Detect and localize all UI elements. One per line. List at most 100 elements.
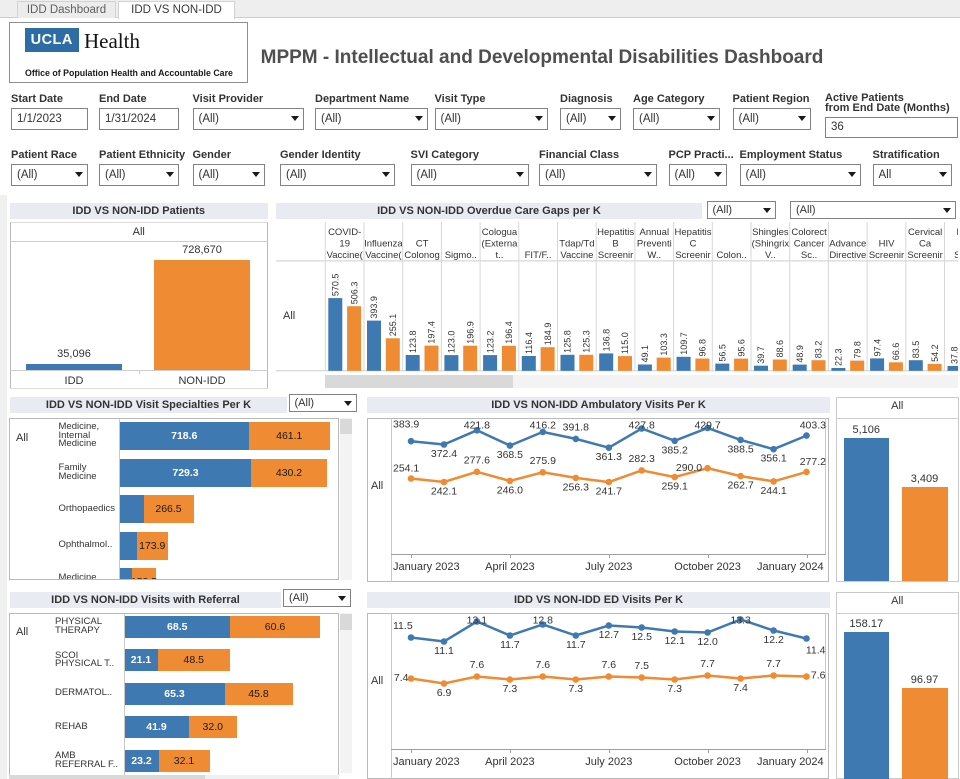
svg-text:7.3: 7.3 <box>503 683 518 695</box>
svg-text:136.8: 136.8 <box>601 329 611 352</box>
svg-text:246.0: 246.0 <box>497 484 523 496</box>
svg-text:242.1: 242.1 <box>431 485 457 497</box>
svg-text:Vaccine(: Vaccine( <box>327 250 364 261</box>
svg-text:83.5: 83.5 <box>911 341 921 359</box>
svg-text:368.5: 368.5 <box>497 449 523 461</box>
svg-text:CT: CT <box>416 239 429 250</box>
svg-text:12.7: 12.7 <box>599 629 620 641</box>
svg-text:V..: V.. <box>765 250 776 261</box>
svg-text:429.7: 429.7 <box>694 419 720 431</box>
svg-text:79.8: 79.8 <box>852 341 862 359</box>
svg-text:6.9: 6.9 <box>437 687 452 699</box>
svg-text:Vaccine(: Vaccine( <box>365 250 402 261</box>
svg-text:96.8: 96.8 <box>698 339 708 357</box>
svg-text:388.5: 388.5 <box>727 443 753 455</box>
svg-text:54.2: 54.2 <box>930 344 940 362</box>
svg-text:7.6: 7.6 <box>470 659 485 671</box>
svg-text:56.5: 56.5 <box>718 344 728 362</box>
svg-text:66.6: 66.6 <box>891 343 901 361</box>
svg-text:11.7: 11.7 <box>500 639 520 651</box>
svg-text:361.3: 361.3 <box>596 451 622 463</box>
svg-text:Colorect: Colorect <box>791 227 827 238</box>
svg-text:95.6: 95.6 <box>736 339 746 357</box>
svg-text:7.6: 7.6 <box>535 659 550 671</box>
svg-text:Scre: Scre <box>954 250 958 261</box>
svg-text:83.2: 83.2 <box>814 341 824 359</box>
svg-text:Ca: Ca <box>919 239 932 250</box>
svg-text:Vaccine: Vaccine <box>560 250 593 261</box>
svg-text:39.7: 39.7 <box>756 346 766 364</box>
svg-text:12.8: 12.8 <box>533 614 554 626</box>
svg-text:12.1: 12.1 <box>664 635 685 647</box>
svg-text:7.3: 7.3 <box>667 683 682 695</box>
svg-text:12.2: 12.2 <box>763 634 784 646</box>
svg-text:277.6: 277.6 <box>464 454 490 466</box>
svg-text:123.8: 123.8 <box>408 330 418 353</box>
svg-text:COVID-: COVID- <box>328 227 361 238</box>
svg-text:11.7: 11.7 <box>566 639 586 651</box>
svg-text:11.1: 11.1 <box>434 645 454 657</box>
svg-text:7.4: 7.4 <box>394 672 409 684</box>
svg-text:244.1: 244.1 <box>760 484 786 496</box>
svg-text:(Shingrix: (Shingrix <box>752 239 790 250</box>
svg-text:7.6: 7.6 <box>811 669 826 681</box>
svg-text:97.4: 97.4 <box>872 339 882 357</box>
svg-text:427.8: 427.8 <box>629 419 655 431</box>
svg-text:7.6: 7.6 <box>601 659 616 671</box>
svg-text:196.4: 196.4 <box>504 321 514 344</box>
svg-text:Sigmo..: Sigmo.. <box>445 250 477 261</box>
svg-text:103.3: 103.3 <box>659 333 669 356</box>
svg-text:22.3: 22.3 <box>834 348 844 366</box>
svg-text:Directive: Directive <box>829 250 866 261</box>
svg-text:7.7: 7.7 <box>700 658 715 670</box>
svg-text:Screenir: Screenir <box>675 250 710 261</box>
svg-text:Screenir: Screenir <box>598 250 633 261</box>
svg-text:Colon..: Colon.. <box>717 250 747 261</box>
svg-text:290.0: 290.0 <box>676 462 702 474</box>
svg-text:Annual: Annual <box>640 227 670 238</box>
svg-text:197.4: 197.4 <box>427 321 437 344</box>
svg-text:277.2: 277.2 <box>800 456 826 468</box>
svg-text:184.9: 184.9 <box>543 323 553 346</box>
svg-text:W..: W.. <box>647 250 661 261</box>
svg-text:11.5: 11.5 <box>393 620 413 632</box>
svg-text:49.1: 49.1 <box>640 345 650 363</box>
svg-text:t..: t.. <box>496 250 504 261</box>
svg-text:7.3: 7.3 <box>568 683 583 695</box>
svg-text:125.8: 125.8 <box>563 330 573 353</box>
svg-text:125.3: 125.3 <box>582 330 592 353</box>
svg-text:356.1: 356.1 <box>760 452 786 464</box>
svg-text:123.0: 123.0 <box>447 331 457 354</box>
svg-text:Sc..: Sc.. <box>801 250 817 261</box>
svg-text:Tdap/Td: Tdap/Td <box>559 239 594 250</box>
svg-text:116.4: 116.4 <box>524 332 534 354</box>
svg-text:7.7: 7.7 <box>766 658 781 670</box>
svg-text:12.0: 12.0 <box>697 636 718 648</box>
svg-text:Colonog: Colonog <box>404 250 439 261</box>
svg-text:(Externa: (Externa <box>482 239 519 250</box>
svg-text:383.9: 383.9 <box>393 419 419 431</box>
svg-text:262.7: 262.7 <box>727 479 753 491</box>
svg-text:13.3: 13.3 <box>730 614 751 626</box>
svg-text:37.8: 37.8 <box>950 346 958 364</box>
svg-text:88.6: 88.6 <box>775 340 785 358</box>
svg-text:123.2: 123.2 <box>485 331 495 354</box>
svg-text:393.9: 393.9 <box>369 296 379 319</box>
svg-text:282.3: 282.3 <box>629 452 655 464</box>
svg-text:372.4: 372.4 <box>431 448 457 460</box>
svg-text:255.1: 255.1 <box>388 314 398 337</box>
svg-text:Screenir: Screenir <box>907 250 942 261</box>
svg-text:Cologua: Cologua <box>482 227 518 238</box>
svg-text:Preventi: Preventi <box>637 239 672 250</box>
svg-text:259.1: 259.1 <box>662 480 688 492</box>
svg-text:7.5: 7.5 <box>634 660 649 672</box>
svg-text:Hepatitis: Hepatitis <box>675 227 712 238</box>
svg-text:Cancer: Cancer <box>794 239 825 250</box>
svg-text:19: 19 <box>339 239 350 250</box>
svg-text:403.3: 403.3 <box>800 419 826 431</box>
svg-text:C: C <box>690 239 697 250</box>
svg-text:Advance: Advance <box>829 239 866 250</box>
svg-text:506.3: 506.3 <box>349 282 359 305</box>
svg-text:FIT/F..: FIT/F.. <box>525 250 552 261</box>
svg-text:256.3: 256.3 <box>563 481 589 493</box>
